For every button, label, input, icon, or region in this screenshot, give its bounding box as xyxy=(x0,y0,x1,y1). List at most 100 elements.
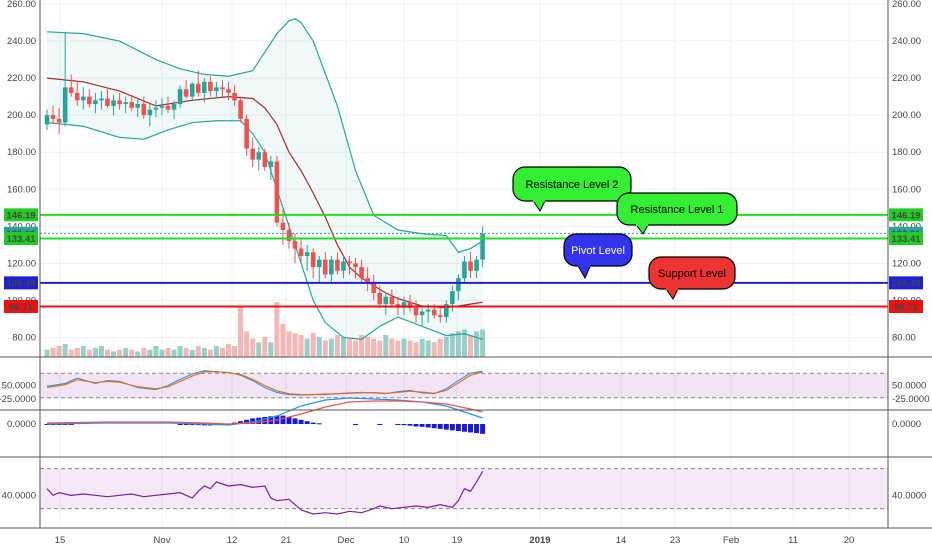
x-tick-label: 2019 xyxy=(529,535,550,546)
volume-bar xyxy=(353,340,359,357)
macd-histogram-bar xyxy=(183,424,189,425)
candle-body xyxy=(292,241,298,249)
volume-bar xyxy=(371,338,377,357)
candle-body xyxy=(62,87,68,123)
volume-bar xyxy=(177,346,183,357)
y-tick-label-left: 120.00 xyxy=(7,258,36,269)
x-tick-label: Nov xyxy=(154,535,171,546)
rsi-line xyxy=(46,471,484,515)
macd-pane xyxy=(44,397,486,434)
candle-body xyxy=(141,104,147,116)
price-pane xyxy=(40,18,888,357)
y-tick-label-right: 200.00 xyxy=(892,110,921,121)
level-badge-text: 96.71 xyxy=(894,302,918,313)
macd-histogram-bar xyxy=(201,424,207,426)
y-tick-label-right: 160.00 xyxy=(892,184,921,195)
volume-bar xyxy=(135,351,141,357)
bubble-tail-cover xyxy=(533,198,545,202)
volume-bar xyxy=(274,302,280,357)
candle-body xyxy=(177,89,183,105)
volume-bar xyxy=(316,336,322,357)
candle-body xyxy=(68,87,74,93)
candle-body xyxy=(87,96,92,105)
rsi-pane xyxy=(40,468,888,515)
volume-bar xyxy=(322,340,328,357)
volume-bar xyxy=(280,324,286,357)
macd-histogram-bar xyxy=(189,424,195,425)
candle-body xyxy=(347,261,352,264)
macd-histogram-bar xyxy=(377,424,383,425)
macd-histogram-bar xyxy=(177,424,183,425)
volume-bar xyxy=(226,344,231,357)
stochastic-pane xyxy=(40,370,888,399)
candle-body xyxy=(323,259,328,275)
candle-body xyxy=(377,293,383,305)
level-badge-left xyxy=(4,276,38,290)
macd-histogram-bar xyxy=(298,419,304,424)
candle-body xyxy=(456,278,461,292)
macd-histogram-bar xyxy=(468,424,473,433)
bubble-label: Support Level xyxy=(658,268,726,280)
volume-bar xyxy=(431,342,437,357)
volume-bar xyxy=(250,338,256,357)
bubble-label: Pivot Level xyxy=(571,245,625,257)
level-badge-right xyxy=(889,300,923,314)
stoch-d-line xyxy=(46,371,483,396)
volume-bar xyxy=(50,347,56,357)
volume-bar xyxy=(189,349,195,357)
volume-bar xyxy=(62,344,68,357)
macd-histogram-bar xyxy=(304,421,310,424)
macd-tick-left: -25.0000 xyxy=(0,394,36,405)
macd-histogram-bar xyxy=(425,424,431,428)
candle-body xyxy=(462,261,467,279)
macd-histogram-bar xyxy=(316,423,322,425)
candle-body xyxy=(256,152,262,160)
candle-body xyxy=(74,92,80,101)
x-tick-label: 12 xyxy=(227,535,238,546)
volume-bar xyxy=(334,335,340,357)
candle-body xyxy=(316,259,322,268)
level-badge-text: 133.41 xyxy=(6,234,36,245)
volume-bar xyxy=(195,346,201,357)
volume-bar xyxy=(365,336,371,357)
volume-bar xyxy=(286,331,292,357)
candle-body xyxy=(431,309,437,316)
bubble-body xyxy=(512,166,632,202)
macd-histogram-bar xyxy=(68,424,74,425)
candle-body xyxy=(274,161,280,223)
level-badge-left xyxy=(4,300,38,314)
volume-bar xyxy=(413,342,419,357)
volume-bar xyxy=(474,331,480,357)
macd-histogram-bar xyxy=(62,424,68,425)
x-tick-label: 14 xyxy=(616,535,627,546)
macd-histogram-bar xyxy=(310,422,316,424)
macd-histogram-bar xyxy=(437,424,443,429)
candle-body xyxy=(195,83,201,93)
level-badge-text: 109.49 xyxy=(891,278,920,289)
volume-bar xyxy=(111,351,117,357)
bubble-tail-cover xyxy=(636,222,648,226)
volume-bar xyxy=(425,340,431,357)
volume-bar xyxy=(449,333,455,357)
candle-body xyxy=(105,98,110,106)
level-badge-right xyxy=(889,208,923,222)
y-tick-label-right: 80.00 xyxy=(892,332,916,343)
volume-bar xyxy=(256,342,262,357)
macd-line xyxy=(46,397,483,426)
macd-histogram-bar xyxy=(286,417,292,424)
x-tick-label: 15 xyxy=(55,535,66,546)
grid xyxy=(40,0,888,528)
volume-bar xyxy=(105,349,110,357)
volume-bar xyxy=(98,346,104,357)
candle-body xyxy=(280,222,286,231)
candle-body xyxy=(93,100,98,105)
volume-bar xyxy=(298,335,304,357)
y-tick-label-right: 220.00 xyxy=(892,73,921,84)
candle-body xyxy=(56,118,62,123)
candle-body xyxy=(268,161,274,168)
annotation-bubble: Support Level xyxy=(648,256,736,300)
candle-body xyxy=(401,302,407,308)
y-tick-label-left: 240.00 xyxy=(7,36,36,47)
